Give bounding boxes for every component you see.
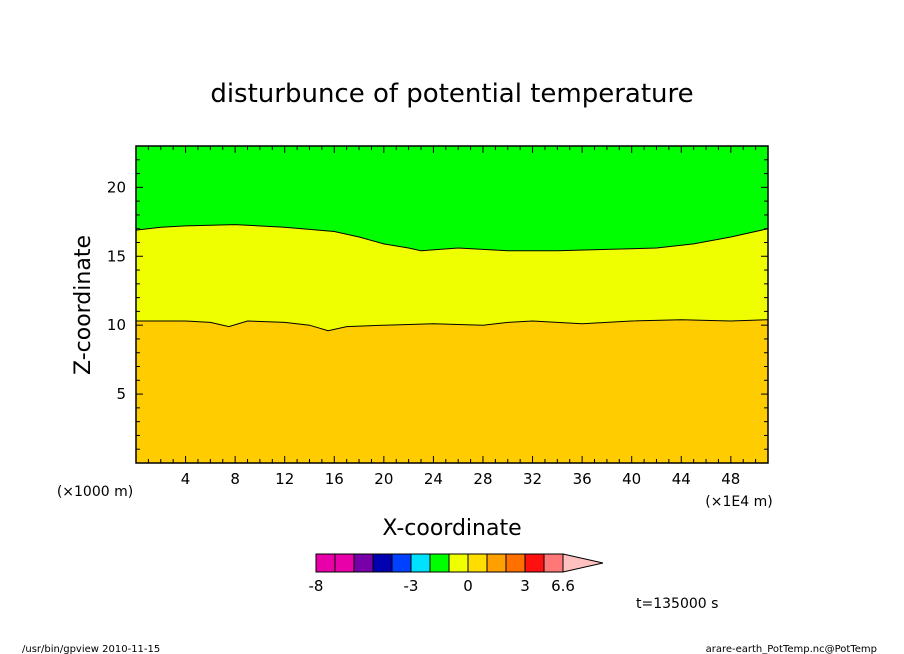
y-tick-label: 20 bbox=[107, 178, 126, 196]
colorbar-labels: -8 -3 0 3 6.6 bbox=[309, 577, 575, 595]
contour-line-lower bbox=[136, 319, 769, 332]
colorbar-segment bbox=[524, 553, 545, 573]
x-tick-label: 24 bbox=[424, 470, 443, 488]
colorbar-segment bbox=[486, 553, 507, 573]
colorbar-segment bbox=[410, 553, 431, 573]
colorbar-label: 6.6 bbox=[551, 577, 575, 595]
colorbar-segment bbox=[467, 553, 488, 573]
colorbar-segment bbox=[543, 553, 564, 573]
x-tick-label: 16 bbox=[325, 470, 344, 488]
x-tick-label: 4 bbox=[181, 470, 191, 488]
plot-area bbox=[135, 145, 769, 464]
green-region bbox=[136, 146, 768, 251]
colorbar-segment bbox=[372, 553, 393, 573]
colorbar-segment bbox=[505, 553, 526, 573]
x-axis-label: X-coordinate bbox=[382, 516, 521, 541]
time-label: t=135000 s bbox=[636, 596, 718, 612]
x-tick-labels: 4 8 12 16 20 24 28 32 36 40 44 48 bbox=[181, 470, 741, 488]
chart-title: disturbunce of potential temperature bbox=[210, 79, 693, 109]
x-tick-label: 40 bbox=[622, 470, 641, 488]
axis-ticks bbox=[136, 146, 768, 463]
y-axis-label: Z-coordinate bbox=[71, 235, 96, 375]
colorbar-segment bbox=[315, 553, 336, 573]
x-tick-label: 48 bbox=[721, 470, 740, 488]
colorbar-label: -3 bbox=[404, 577, 419, 595]
colorbar-segment bbox=[353, 553, 374, 573]
x-tick-label: 36 bbox=[573, 470, 592, 488]
colorbar-label: 3 bbox=[520, 577, 530, 595]
x-unit-label: (×1E4 m) bbox=[705, 494, 772, 510]
colorbar-segment bbox=[391, 553, 412, 573]
colorbar-segment bbox=[429, 553, 450, 573]
colorbar-label: -8 bbox=[309, 577, 324, 595]
y-tick-label: 5 bbox=[116, 385, 126, 403]
colorbar-segment bbox=[448, 553, 469, 573]
y-tick-label: 10 bbox=[107, 316, 126, 334]
plot-frame bbox=[135, 145, 769, 464]
z-unit-label: (×1000 m) bbox=[57, 484, 133, 500]
x-tick-label: 8 bbox=[230, 470, 240, 488]
yellow-region bbox=[136, 224, 768, 331]
y-tick-label: 15 bbox=[107, 247, 126, 265]
colorbar-segment bbox=[334, 553, 355, 573]
x-tick-label: 28 bbox=[473, 470, 492, 488]
x-tick-label: 32 bbox=[523, 470, 542, 488]
footer-left: /usr/bin/gpview 2010-11-15 bbox=[22, 644, 160, 654]
y-tick-labels: 5 10 15 20 bbox=[107, 178, 126, 403]
footer-right: arare-earth_PotTemp.nc@PotTemp bbox=[706, 644, 877, 654]
colorbar-extend bbox=[562, 553, 604, 573]
x-tick-label: 20 bbox=[374, 470, 393, 488]
x-tick-label: 44 bbox=[672, 470, 691, 488]
colorbar bbox=[315, 553, 604, 573]
colorbar-label: 0 bbox=[463, 577, 473, 595]
contour-line-upper bbox=[135, 224, 769, 252]
x-tick-label: 12 bbox=[275, 470, 294, 488]
